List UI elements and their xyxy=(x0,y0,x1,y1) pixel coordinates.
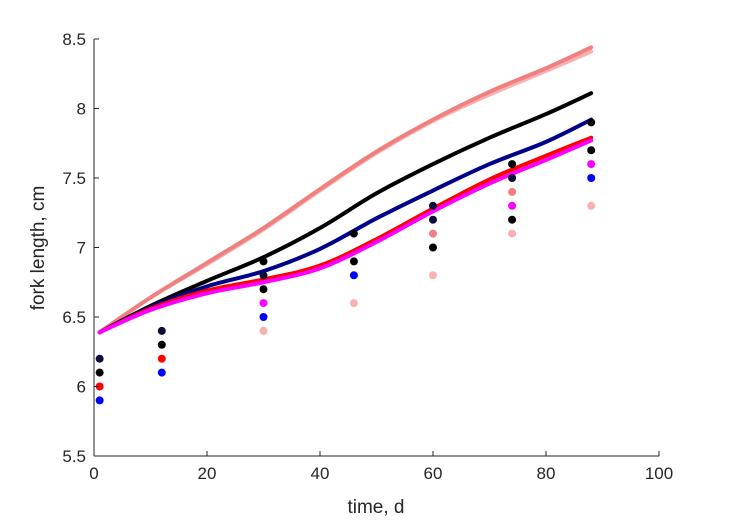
data-point xyxy=(157,326,166,335)
ticks: 0 20 40 60 80 100 5.5 6 6.5 7 7.5 8 8.5 xyxy=(62,30,673,483)
y-tick-label: 6.5 xyxy=(62,308,86,327)
y-tick-label: 8.5 xyxy=(62,30,86,49)
data-point xyxy=(429,243,437,252)
x-tick-label: 60 xyxy=(424,464,443,483)
data-point xyxy=(259,299,268,308)
data-point xyxy=(349,229,358,238)
data-point xyxy=(508,215,517,224)
data-point xyxy=(259,271,268,280)
x-tick-label: 80 xyxy=(537,464,556,483)
data-point xyxy=(508,174,517,182)
y-axis-label: fork length, cm xyxy=(28,186,49,311)
x-tick-label: 0 xyxy=(89,464,98,483)
data-point xyxy=(349,299,358,308)
data-point xyxy=(429,215,437,224)
data-point xyxy=(587,146,596,155)
data-point xyxy=(587,118,596,127)
data-point xyxy=(587,160,596,169)
data-point xyxy=(587,174,596,182)
data-points xyxy=(95,118,596,405)
x-tick-label: 40 xyxy=(311,464,330,483)
series-line-5 xyxy=(97,135,594,335)
data-point xyxy=(259,313,268,321)
data-point xyxy=(508,229,517,238)
data-point xyxy=(157,368,166,377)
x-tick-label: 100 xyxy=(645,464,673,483)
data-point xyxy=(429,201,437,210)
series-line-2 xyxy=(97,45,594,335)
data-point xyxy=(349,271,358,280)
data-point xyxy=(349,257,358,266)
series-lines xyxy=(97,45,594,335)
y-tick-label: 7 xyxy=(77,239,86,258)
data-point xyxy=(429,229,437,238)
data-point xyxy=(259,257,268,266)
x-axis-label: time, d xyxy=(347,497,404,518)
data-point xyxy=(95,382,104,391)
series-line-3 xyxy=(97,91,594,335)
data-point xyxy=(259,326,268,335)
data-point xyxy=(429,271,437,280)
data-point xyxy=(157,340,166,349)
series-line-6 xyxy=(97,138,594,335)
y-tick-label: 7.5 xyxy=(62,169,86,188)
data-point xyxy=(259,285,268,294)
x-tick-label: 20 xyxy=(198,464,217,483)
data-point xyxy=(508,160,517,169)
series-line-4 xyxy=(97,117,594,335)
y-tick-label: 8 xyxy=(77,100,86,119)
y-tick-label: 5.5 xyxy=(62,447,86,466)
data-point xyxy=(157,354,166,363)
data-point xyxy=(95,354,104,363)
y-tick-label: 6 xyxy=(77,378,86,397)
data-point xyxy=(508,187,517,196)
data-point xyxy=(95,368,104,377)
data-point xyxy=(508,201,517,210)
data-point xyxy=(95,396,104,405)
data-point xyxy=(587,201,596,210)
series-line-1 xyxy=(97,49,594,335)
